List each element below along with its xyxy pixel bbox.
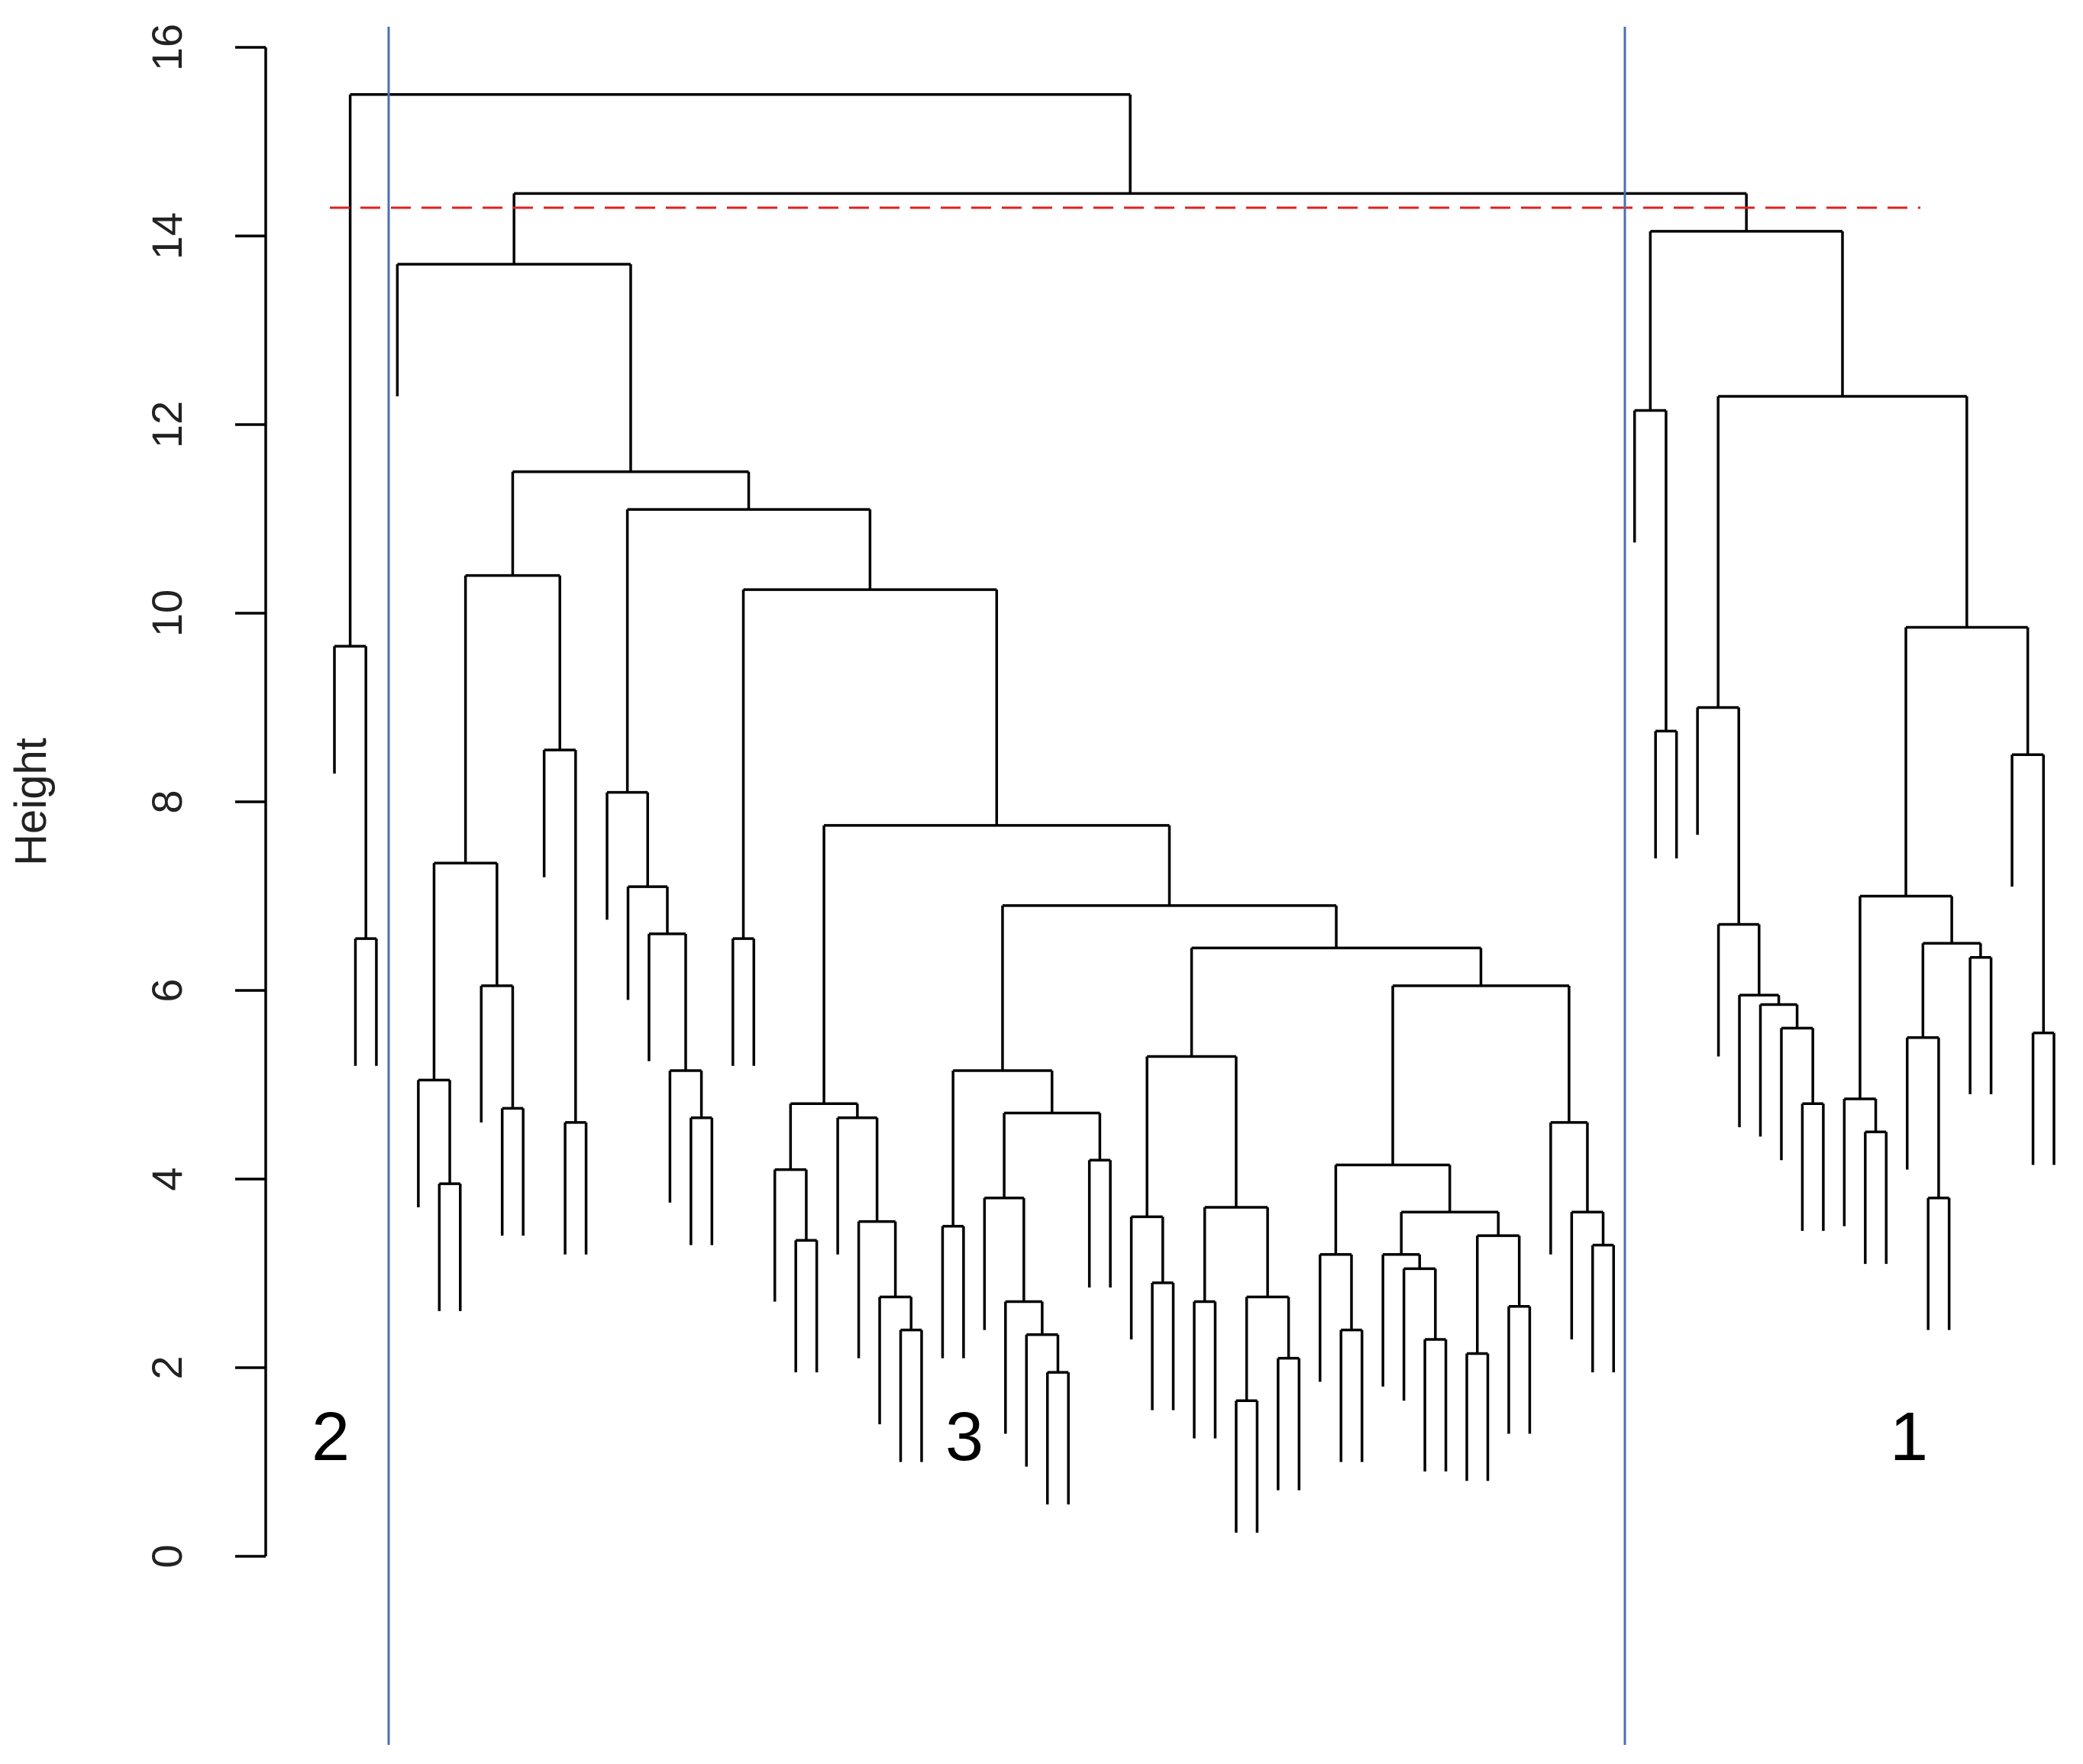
y-tick-label-12: 12 [143,401,191,448]
y-tick-label-2: 2 [143,1355,191,1379]
y-tick-label-0: 0 [143,1544,191,1568]
cluster-label-1: 1 [1890,1399,1928,1475]
y-tick-label-8: 8 [143,790,191,813]
cluster-label-3: 3 [945,1399,983,1475]
y-axis-title: Height [6,738,56,866]
y-axis: 0 2 4 6 8 10 12 14 16 [143,24,267,1569]
y-tick-label-6: 6 [143,978,191,1002]
y-tick-label-14: 14 [143,212,191,260]
dendrogram-branches [333,93,2056,1533]
cluster-label-2: 2 [312,1399,350,1475]
y-tick-label-10: 10 [143,590,191,637]
y-tick-label-16: 16 [143,24,191,71]
y-tick-label-4: 4 [143,1167,191,1191]
